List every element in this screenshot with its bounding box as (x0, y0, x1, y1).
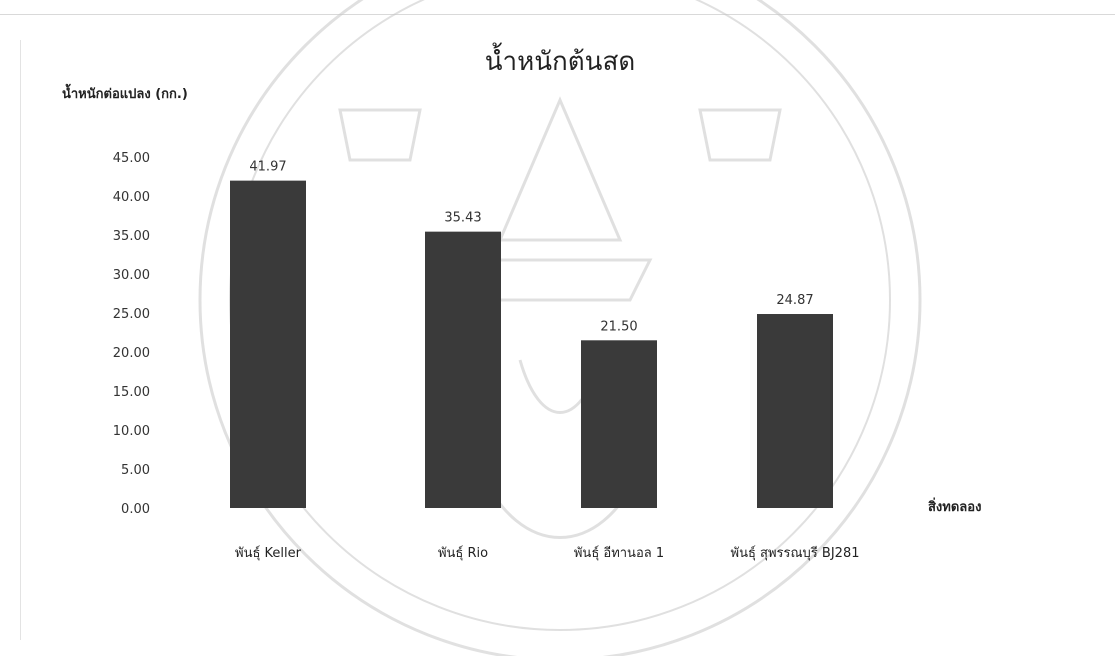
bars (230, 181, 833, 508)
y-tick-label: 20.00 (113, 346, 150, 361)
y-tick-label: 5.00 (121, 463, 150, 478)
bar-value-label: 41.97 (249, 160, 286, 175)
y-tick-label: 10.00 (113, 424, 150, 439)
y-tick-label: 25.00 (113, 307, 150, 322)
bar-value-label: 24.87 (776, 293, 813, 308)
y-tick-label: 45.00 (113, 151, 150, 166)
bar (581, 340, 657, 508)
y-tick-label: 35.00 (113, 229, 150, 244)
y-axis-ticks: 0.00 5.00 10.00 15.00 20.00 25.00 30.00 35.00 40… (113, 151, 150, 517)
bar-value-label: 35.43 (444, 211, 481, 226)
chart-title: น้ำหนักต้นสด (485, 42, 635, 77)
category-label: พันธุ์ อีทานอล 1 (574, 545, 664, 561)
category-label: พันธุ์ Keller (235, 545, 302, 561)
bar (425, 232, 501, 508)
value-labels: 41.97 35.43 21.50 24.87 (249, 160, 813, 335)
x-axis-label: สิ่งทดลอง (928, 497, 981, 515)
category-label: พันธุ์ Rio (438, 545, 488, 561)
category-labels: พันธุ์ Keller พันธุ์ Rio พันธุ์ อีทานอล 1 พ… (235, 545, 859, 561)
category-label: พันธุ์ สุพรรณบุรี BJ281 (731, 545, 860, 561)
y-tick-label: 15.00 (113, 385, 150, 400)
bar (230, 181, 306, 508)
y-axis-label: น้ำหนักต่อแปลง (กก.) (62, 83, 188, 102)
bar (757, 314, 833, 508)
y-tick-label: 40.00 (113, 190, 150, 205)
y-tick-label: 30.00 (113, 268, 150, 283)
bar-value-label: 21.50 (600, 319, 637, 334)
y-tick-label: 0.00 (121, 502, 150, 517)
